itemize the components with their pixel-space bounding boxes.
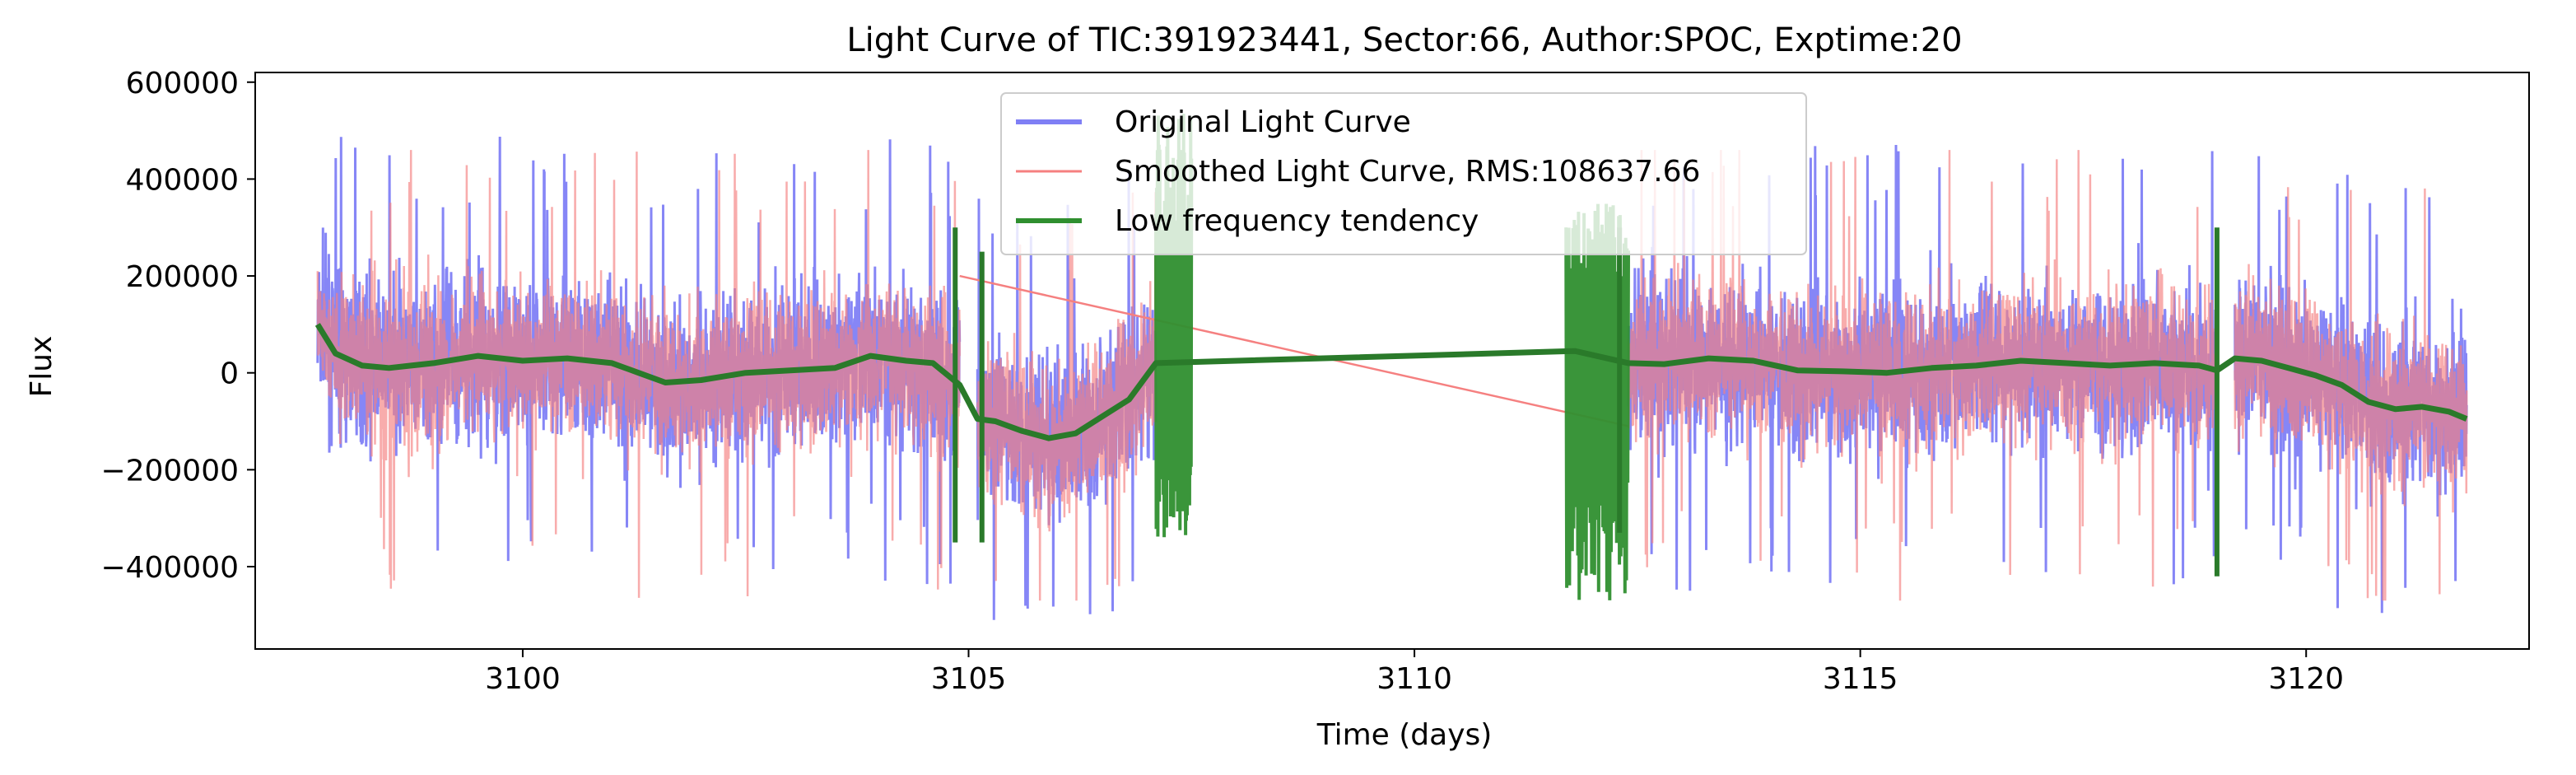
y-tick-label: 0 — [220, 357, 239, 391]
x-tick-label: 3100 — [485, 662, 561, 696]
legend-label-smoothed: Smoothed Light Curve, RMS:108637.66 — [1115, 155, 1700, 189]
y-tick-label: 200000 — [126, 260, 239, 294]
x-tick-label: 3120 — [2268, 662, 2344, 696]
trend-noise-burst-1 — [1154, 114, 1194, 538]
x-tick-label: 3115 — [1823, 662, 1898, 696]
legend-label-original: Original Light Curve — [1115, 105, 1411, 139]
chart-title: Light Curve of TIC:391923441, Sector:66,… — [846, 21, 1962, 59]
x-tick-label: 3105 — [931, 662, 1007, 696]
legend-label-trend: Low frequency tendency — [1115, 204, 1479, 238]
legend: Original Light Curve Smoothed Light Curv… — [1000, 92, 1807, 255]
series-smoothed-light-curve — [316, 150, 2468, 601]
y-axis-label: Flux — [25, 336, 58, 398]
plot-frame — [254, 72, 2530, 650]
y-tick-label: 400000 — [126, 163, 239, 197]
y-tick-label: −400000 — [100, 551, 239, 585]
y-tick-label: −200000 — [100, 454, 239, 488]
legend-box — [1000, 92, 1807, 255]
x-tick-label: 3110 — [1377, 662, 1452, 696]
x-axis-label: Time (days) — [1316, 718, 1493, 752]
y-axis: −400000 −200000 0 200000 400000 600000 — [100, 67, 255, 585]
series-low-frequency-tendency — [314, 323, 2468, 441]
x-axis: 3100 3105 3110 3115 3120 — [485, 649, 2344, 696]
y-tick-label: 600000 — [126, 67, 239, 100]
smoothed-gap-connector — [959, 274, 1629, 427]
